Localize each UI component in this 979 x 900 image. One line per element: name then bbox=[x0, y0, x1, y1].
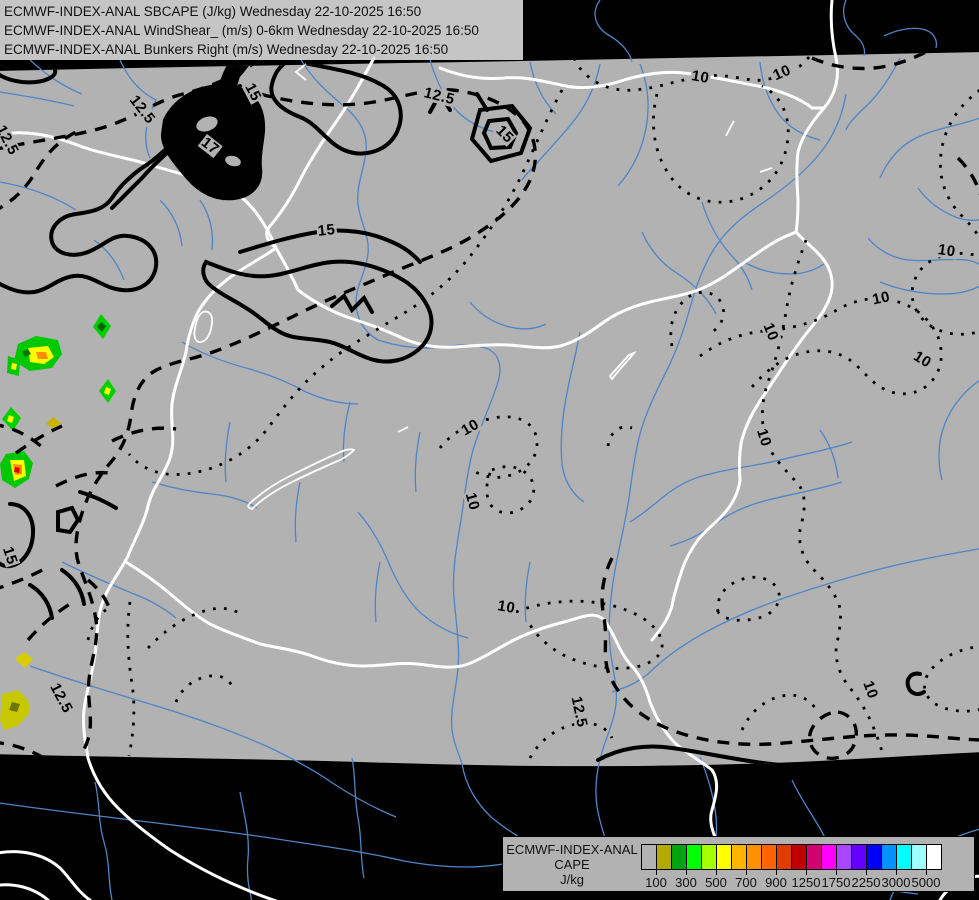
lakes-layer bbox=[193, 63, 773, 510]
legend-swatch bbox=[732, 845, 747, 869]
title-line-bunkers: ECMWF-INDEX-ANAL Bunkers Right (m/s) Wed… bbox=[4, 42, 449, 57]
legend-tick-label: 1750 bbox=[821, 875, 851, 890]
contour-label: 10 bbox=[689, 67, 712, 88]
legend-tick bbox=[896, 870, 897, 875]
lake-tisza bbox=[608, 350, 637, 381]
legend-swatch bbox=[747, 845, 762, 869]
legend-swatch bbox=[687, 845, 702, 869]
contour-label: 10 bbox=[461, 490, 483, 513]
legend-units: J/kg bbox=[560, 872, 584, 887]
lake-ferto bbox=[193, 310, 214, 343]
legend-swatch bbox=[657, 845, 672, 869]
legend-tick bbox=[686, 870, 687, 875]
title-block: ECMWF-INDEX-ANAL SBCAPE (J/kg) Wednesday… bbox=[0, 0, 523, 60]
contour-label: 15 bbox=[316, 221, 338, 240]
lake-balaton bbox=[247, 448, 356, 510]
legend-tick-label: 1250 bbox=[791, 875, 821, 890]
title-line-sbcape: ECMWF-INDEX-ANAL SBCAPE (J/kg) Wednesday… bbox=[4, 4, 422, 19]
legend-tick bbox=[746, 870, 747, 875]
legend-tick bbox=[656, 870, 657, 875]
legend-tick-label: 3000 bbox=[881, 875, 911, 890]
legend-swatch bbox=[837, 845, 852, 869]
legend-swatch bbox=[912, 845, 927, 869]
contour-label: 10 bbox=[870, 288, 893, 309]
legend-swatch bbox=[852, 845, 867, 869]
legend-swatch bbox=[792, 845, 807, 869]
legend-tick-label: 500 bbox=[705, 875, 727, 890]
contours-dashed-layer bbox=[0, 52, 979, 760]
legend-tick bbox=[776, 870, 777, 875]
legend-product-name: ECMWF-INDEX-ANAL bbox=[506, 842, 638, 857]
legend-swatch bbox=[897, 845, 912, 869]
legend-swatch bbox=[642, 845, 657, 869]
legend-colorbar bbox=[641, 844, 942, 870]
legend-tick-label: 700 bbox=[735, 875, 757, 890]
legend-tick bbox=[716, 870, 717, 875]
cape-patches-layer bbox=[0, 314, 116, 730]
legend-tick-label: 2250 bbox=[851, 875, 881, 890]
map-data-region bbox=[0, 52, 979, 767]
legend-swatch bbox=[927, 845, 941, 869]
legend-tick bbox=[866, 870, 867, 875]
legend-tick-label: 100 bbox=[645, 875, 667, 890]
legend-title: ECMWF-INDEX-ANAL CAPE J/kg bbox=[503, 842, 641, 887]
legend-tick bbox=[806, 870, 807, 875]
title-line-windshear: ECMWF-INDEX-ANAL WindShear_ (m/s) 0-6km … bbox=[4, 23, 479, 38]
legend-box: ECMWF-INDEX-ANAL CAPE J/kg 100 300 500 700 9… bbox=[502, 836, 975, 892]
legend-tick bbox=[926, 870, 927, 875]
legend-swatch bbox=[882, 845, 897, 869]
legend-swatch bbox=[867, 845, 882, 869]
legend-swatch bbox=[717, 845, 732, 869]
legend-swatch bbox=[672, 845, 687, 869]
legend-swatch bbox=[822, 845, 837, 869]
legend-tick bbox=[836, 870, 837, 875]
legend-tick-label: 5000 bbox=[911, 875, 941, 890]
contours-dotted-layer bbox=[86, 52, 979, 761]
legend-tick-label: 300 bbox=[675, 875, 697, 890]
legend-tick-label: 900 bbox=[765, 875, 787, 890]
contour-label: 10 bbox=[935, 241, 958, 261]
contour-label: 10 bbox=[495, 597, 518, 618]
legend-swatch bbox=[762, 845, 777, 869]
legend-swatch bbox=[777, 845, 792, 869]
legend-swatch bbox=[807, 845, 822, 869]
legend-parameter: CAPE bbox=[554, 857, 590, 872]
legend-swatch bbox=[702, 845, 717, 869]
